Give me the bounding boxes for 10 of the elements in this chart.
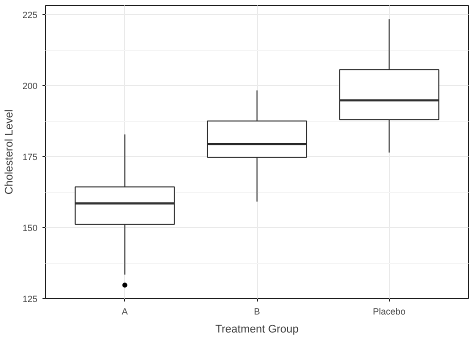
- y-tick-label: 150: [22, 223, 38, 234]
- x-axis-title: Treatment Group: [215, 324, 299, 336]
- x-tick-label: B: [254, 306, 260, 316]
- y-tick-label: 200: [22, 81, 38, 92]
- y-axis-title: Cholesterol Level: [3, 109, 16, 194]
- y-tick-label: 175: [22, 152, 38, 162]
- y-tick-label: 125: [22, 294, 38, 304]
- x-tick-label: Placebo: [372, 306, 406, 316]
- y-tick-label: 225: [22, 10, 38, 20]
- x-tick-label: A: [122, 306, 128, 316]
